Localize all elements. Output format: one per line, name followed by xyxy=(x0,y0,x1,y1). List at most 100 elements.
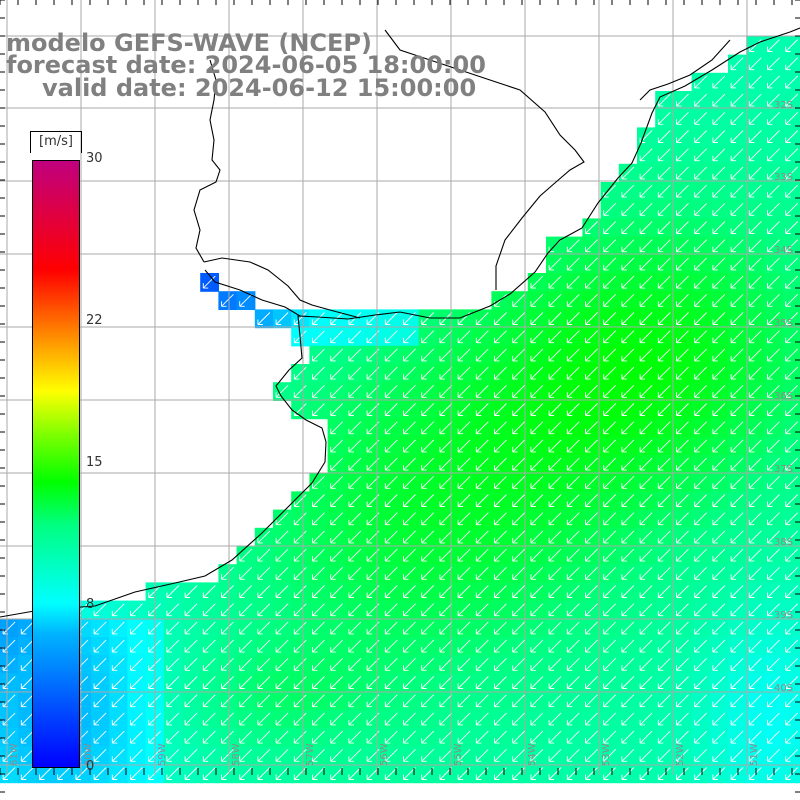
wind-arrow xyxy=(767,221,780,234)
wind-arrow xyxy=(330,548,344,562)
wind-arrow xyxy=(785,657,799,671)
valid-date: valid date: 2024-06-12 15:00:00 xyxy=(42,74,477,102)
wind-arrow xyxy=(566,748,580,762)
wind-arrow xyxy=(585,257,598,271)
longitude-label: 56W xyxy=(379,743,390,766)
wind-arrow xyxy=(20,621,34,635)
wind-arrow xyxy=(403,585,416,598)
wind-arrow xyxy=(639,221,653,234)
wind-arrow xyxy=(384,348,398,362)
wind-arrow xyxy=(221,603,234,617)
wind-arrow xyxy=(257,730,271,744)
wind-arrow xyxy=(748,421,762,435)
wind-arrow xyxy=(603,512,617,526)
wind-arrow xyxy=(585,366,598,380)
wind-arrow xyxy=(530,694,544,708)
wind-arrow xyxy=(748,530,762,544)
wind-arrow xyxy=(712,130,726,143)
wind-arrow xyxy=(621,657,635,671)
wind-arrow xyxy=(312,639,325,653)
wind-arrow xyxy=(639,457,653,471)
wind-arrow xyxy=(2,767,16,780)
wind-arrow xyxy=(748,457,762,471)
wind-arrow xyxy=(330,676,344,689)
wind-arrow xyxy=(676,111,689,125)
wind-arrow xyxy=(548,494,562,507)
wind-arrow xyxy=(548,621,562,635)
wind-arrow xyxy=(457,384,471,398)
wind-arrow xyxy=(293,384,307,398)
wind-arrow xyxy=(439,403,453,416)
wind-arrow xyxy=(494,694,507,708)
wind-arrow xyxy=(20,730,34,744)
wind-arrow xyxy=(512,366,526,380)
wind-arrow xyxy=(639,548,653,562)
wind-arrow xyxy=(694,221,708,234)
wind-arrow xyxy=(93,767,107,780)
wind-arrow xyxy=(548,475,562,489)
wind-arrow xyxy=(785,730,799,744)
lagoon-path xyxy=(639,39,731,101)
wind-arrow xyxy=(512,566,526,580)
wind-arrow xyxy=(767,39,780,52)
wind-arrow xyxy=(712,202,726,216)
wind-arrow xyxy=(748,111,762,125)
wind-arrow xyxy=(275,639,289,653)
wind-arrow xyxy=(676,257,689,271)
wind-arrow xyxy=(512,512,526,526)
wind-arrow xyxy=(694,566,708,580)
wind-arrow xyxy=(530,712,544,726)
wind-arrow xyxy=(676,512,689,526)
wind-arrow xyxy=(785,111,799,125)
wind-arrow xyxy=(639,239,653,253)
wind-arrow xyxy=(694,694,708,708)
wind-arrow xyxy=(384,748,398,762)
wind-arrow xyxy=(566,403,580,416)
wind-arrow xyxy=(603,330,617,344)
wind-arrow xyxy=(348,621,362,635)
wind-arrow xyxy=(748,566,762,580)
wind-arrow xyxy=(202,730,216,744)
wind-arrow xyxy=(730,312,744,325)
wind-arrow xyxy=(657,639,671,653)
wind-arrow xyxy=(293,639,307,653)
wind-arrow xyxy=(348,639,362,653)
wind-arrow xyxy=(257,639,271,653)
wind-arrow xyxy=(712,312,726,325)
wind-arrow xyxy=(712,384,726,398)
wind-arrow xyxy=(676,548,689,562)
wind-arrow xyxy=(566,330,580,344)
wind-arrow xyxy=(239,585,253,598)
wind-arrow xyxy=(512,621,526,635)
wind-arrow xyxy=(639,148,653,162)
wind-arrow xyxy=(566,348,580,362)
wind-arrow xyxy=(202,585,216,598)
wind-arrow xyxy=(657,202,671,216)
wind-arrow xyxy=(184,694,198,708)
wind-arrow xyxy=(275,694,289,708)
wind-arrow xyxy=(530,530,544,544)
wind-arrow xyxy=(712,330,726,344)
wind-arrow xyxy=(348,712,362,726)
wind-arrow xyxy=(166,657,180,671)
wind-arrow xyxy=(457,676,471,689)
wind-arrow xyxy=(621,712,635,726)
wind-arrow xyxy=(512,312,526,325)
wind-arrow xyxy=(403,676,416,689)
wind-arrow xyxy=(748,221,762,234)
wind-arrow xyxy=(566,694,580,708)
wind-arrow xyxy=(421,348,435,362)
wind-arrow xyxy=(403,530,416,544)
wind-arrow xyxy=(475,457,489,471)
wind-arrow xyxy=(785,494,799,507)
wind-arrow xyxy=(694,530,708,544)
wind-arrow xyxy=(566,457,580,471)
wind-arrow xyxy=(348,657,362,671)
wind-arrow xyxy=(566,712,580,726)
wind-arrow xyxy=(257,712,271,726)
wind-arrow xyxy=(239,548,253,562)
wind-arrow xyxy=(566,676,580,689)
wind-arrow xyxy=(694,75,708,89)
wind-arrow xyxy=(384,657,398,671)
wind-arrow xyxy=(785,548,799,562)
